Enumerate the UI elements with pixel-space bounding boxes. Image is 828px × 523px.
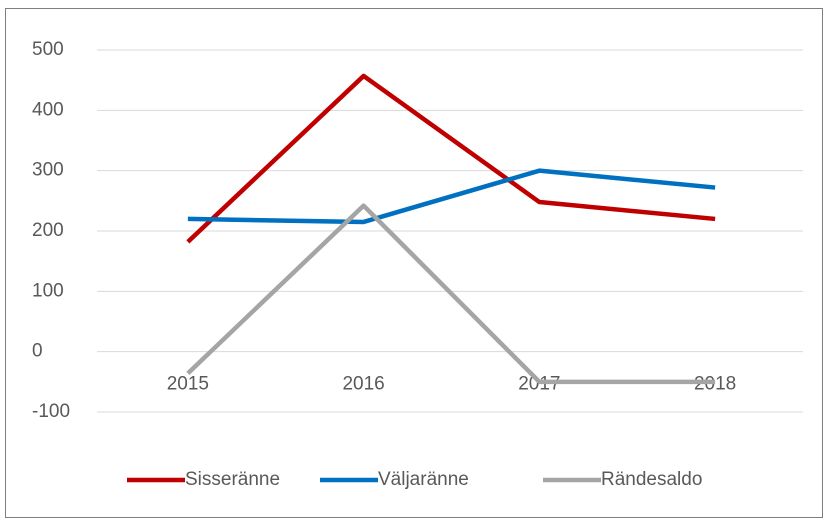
legend-label: Rändesaldo <box>601 469 702 490</box>
series-line <box>187 168 716 225</box>
legend-label: Sisseränne <box>185 469 280 490</box>
series-line <box>186 203 716 385</box>
y-tick-label: 500 <box>32 39 64 60</box>
x-tick-label: 2015 <box>167 374 209 395</box>
y-tick-label: -100 <box>32 401 70 422</box>
x-tick-label: 2018 <box>694 374 736 395</box>
x-tick-label: 2016 <box>342 374 384 395</box>
y-tick-label: 300 <box>32 160 64 181</box>
y-tick-label: 200 <box>32 220 64 241</box>
x-tick-label: 2017 <box>518 374 560 395</box>
series-line <box>186 73 716 244</box>
y-tick-label: 100 <box>32 280 64 301</box>
chart-frame <box>5 8 823 518</box>
y-tick-label: 0 <box>32 341 43 362</box>
legend-label: Väljaränne <box>378 469 469 490</box>
y-tick-label: 400 <box>32 99 64 120</box>
